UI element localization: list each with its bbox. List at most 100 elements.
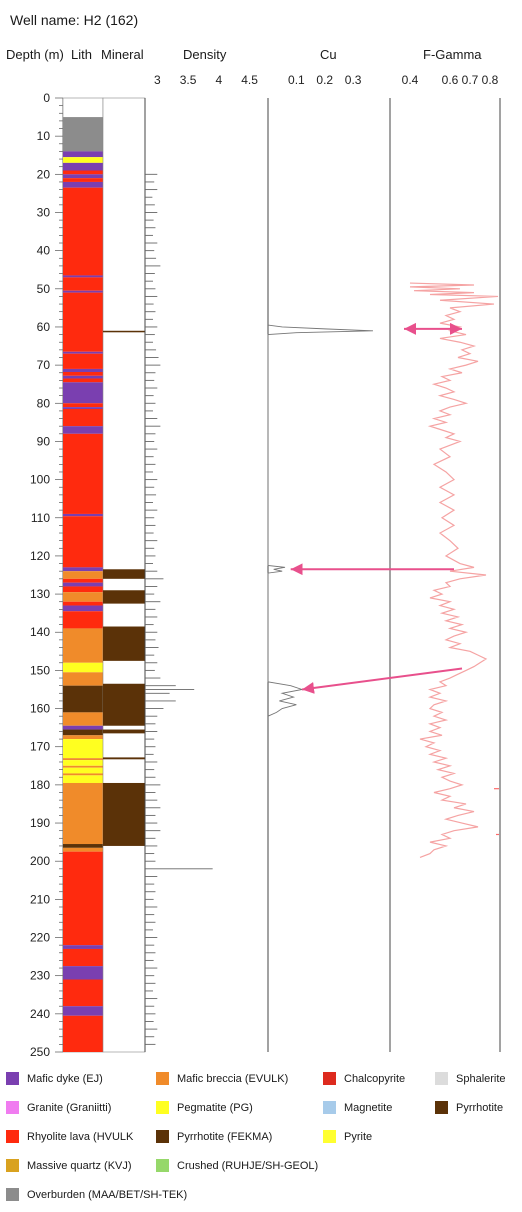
depth-tick-label: 140	[30, 625, 50, 639]
legend-item-mafic-dyke: Mafic dyke (EJ)	[6, 1072, 103, 1085]
legend-label: Rhyolite lava (HVULK	[27, 1130, 134, 1143]
legend-label: Pyrrhotite	[456, 1101, 504, 1114]
lith-interval	[63, 151, 103, 158]
depth-tick-label: 160	[30, 702, 50, 716]
mineral-interval	[103, 569, 145, 579]
lith-interval	[63, 847, 103, 852]
legend-swatch	[156, 1072, 169, 1085]
lith-interval	[63, 601, 103, 606]
density-tick-label: 3	[154, 73, 161, 87]
cu-tick-label: 0.3	[345, 73, 362, 87]
lith-interval	[63, 605, 103, 612]
legend-label: Sphalerite	[456, 1072, 506, 1085]
legend-label: Granite (Graniitti)	[27, 1101, 112, 1114]
legend-item-crushed: Crushed (RUHJE/SH-GEOL)	[156, 1159, 318, 1172]
lith-interval	[63, 117, 103, 152]
lith-interval	[63, 712, 103, 726]
lith-interval	[63, 945, 103, 949]
lith-interval	[63, 1006, 103, 1016]
lith-interval	[63, 170, 103, 175]
lith-interval	[63, 979, 103, 1007]
lith-interval	[63, 966, 103, 980]
legend-label: Magnetite	[344, 1101, 393, 1114]
mineral-interval	[103, 683, 145, 726]
density-tick-label: 4.5	[241, 73, 258, 87]
cu-tick-label: 0.1	[288, 73, 305, 87]
lith-interval	[63, 371, 103, 376]
lith-header: Lith	[71, 47, 92, 62]
legend-label: Pyrite	[344, 1130, 373, 1143]
depth-tick-label: 30	[37, 205, 51, 219]
lith-interval	[63, 426, 103, 434]
depth-tick-label: 130	[30, 587, 50, 601]
legend-item-rhyolite: Rhyolite lava (HVULK	[6, 1130, 133, 1143]
legend-item-mafic-breccia: Mafic breccia (EVULK)	[156, 1072, 288, 1085]
lith-interval	[63, 162, 103, 171]
lith-interval	[63, 628, 103, 663]
legend-swatch	[6, 1159, 19, 1172]
depth-tick-label: 90	[37, 434, 51, 448]
cu-tick-label: 0.2	[316, 73, 333, 87]
legend-label: Chalcopyrite	[344, 1072, 406, 1085]
depth-tick-label: 240	[30, 1007, 50, 1021]
legend-label: Pyrrhotite (FEKMA)	[177, 1130, 273, 1143]
legend-item-massive-quartz: Massive quartz (KVJ)	[6, 1159, 132, 1172]
legend-item-pyrrhotite: Pyrrhotite	[435, 1101, 503, 1114]
lith-interval	[63, 767, 103, 774]
density-tick-label: 4	[215, 73, 222, 87]
lith-interval	[63, 725, 103, 730]
depth-tick-label: 190	[30, 816, 50, 830]
lith-interval	[63, 181, 103, 188]
legend-swatch	[156, 1101, 169, 1114]
depth-header: Depth (m)	[6, 47, 64, 62]
lith-interval	[63, 782, 103, 845]
depth-tick-label: 20	[37, 167, 51, 181]
lith-interval	[63, 353, 103, 369]
mineral-header: Mineral	[101, 47, 144, 62]
legend-item-sphalerite: Sphalerite	[435, 1072, 506, 1085]
lith-interval	[63, 758, 103, 761]
lith-interval	[63, 433, 103, 514]
lith-interval	[63, 571, 103, 579]
depth-tick-label: 80	[37, 396, 51, 410]
legend-swatch	[435, 1101, 448, 1114]
lith-interval	[63, 948, 103, 967]
legend-label: Mafic breccia (EVULK)	[177, 1072, 289, 1085]
depth-tick-label: 100	[30, 473, 50, 487]
legend-item-chalcopyrite: Chalcopyrite	[323, 1072, 405, 1085]
mineral-interval	[103, 626, 145, 661]
fgamma-tick-label: 0.8	[482, 73, 499, 87]
lith-interval	[63, 157, 103, 163]
well-title: Well name: H2 (162)	[10, 12, 139, 28]
legend-swatch	[323, 1101, 336, 1114]
lith-interval	[63, 586, 103, 593]
depth-tick-label: 200	[30, 854, 50, 868]
lith-interval	[63, 685, 103, 713]
legend-swatch	[156, 1159, 169, 1172]
legend-item-granite: Granite (Graniitti)	[6, 1101, 111, 1114]
depth-tick-label: 250	[30, 1045, 50, 1059]
fgamma-tick-label: 0.4	[402, 73, 419, 87]
legend-item-pyrrhotite-fekma: Pyrrhotite (FEKMA)	[156, 1130, 272, 1143]
legend-swatch	[323, 1072, 336, 1085]
lith-interval	[63, 368, 103, 372]
depth-tick-label: 0	[43, 91, 50, 105]
legend-label: Overburden (MAA/BET/SH-TEK)	[27, 1188, 188, 1201]
lith-interval	[63, 760, 103, 766]
lith-interval	[63, 775, 103, 783]
lith-interval	[63, 592, 103, 602]
depth-tick-label: 180	[30, 778, 50, 792]
legend-item-pyrite: Pyrite	[323, 1130, 372, 1143]
lith-interval	[63, 735, 103, 740]
fgamma-tick-label: 0.7	[462, 73, 479, 87]
legend-swatch	[156, 1130, 169, 1143]
depth-tick-label: 170	[30, 740, 50, 754]
lith-interval	[63, 578, 103, 583]
lith-interval	[63, 844, 103, 848]
lith-interval	[63, 174, 103, 179]
density-header: Density	[183, 47, 227, 62]
legend-label: Mafic dyke (EJ)	[27, 1072, 103, 1085]
cu-header: Cu	[320, 47, 337, 62]
lith-interval	[63, 187, 103, 276]
depth-tick-label: 110	[31, 511, 50, 525]
